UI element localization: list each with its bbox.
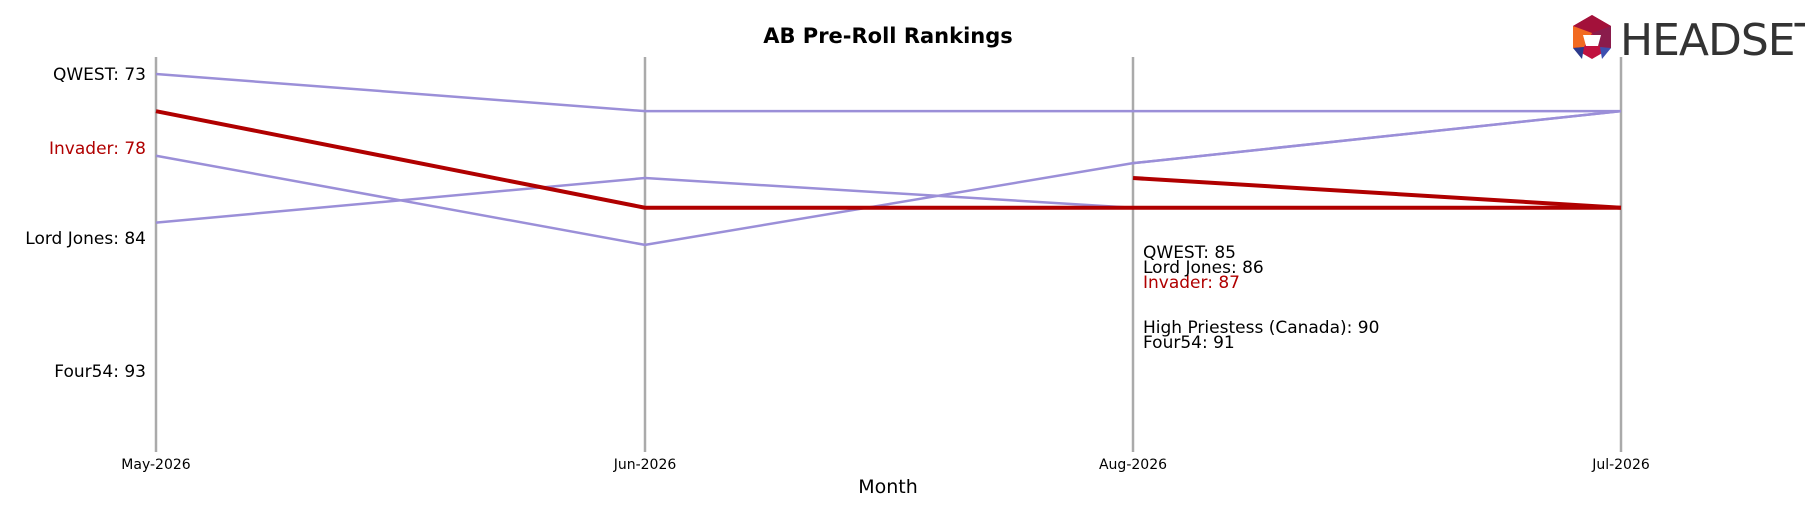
series-line-invader bbox=[155, 109, 1621, 210]
series-lines bbox=[155, 72, 1622, 247]
end-label: QWEST: 85 bbox=[1143, 243, 1236, 263]
series-line-lord-jones bbox=[155, 109, 1622, 247]
series-line-qwest-tail- bbox=[1132, 109, 1622, 165]
start-label: Four54: 93 bbox=[54, 362, 146, 382]
end-label: Lord Jones: 86 bbox=[1143, 258, 1264, 278]
series-line-qwest bbox=[155, 72, 1621, 113]
series-labels: QWEST: 73 QWEST: 85 Invader: 78 Invader: 87… bbox=[25, 65, 1379, 382]
x-tick-label: May-2026 bbox=[121, 457, 190, 473]
x-tick-label: Aug-2026 bbox=[1099, 457, 1167, 473]
headset-logo: HEADSET bbox=[1573, 15, 1805, 66]
end-label: High Priestess (Canada): 90 bbox=[1143, 318, 1379, 338]
series-line-invader-tail- bbox=[1132, 176, 1622, 210]
month-gridlines bbox=[154, 57, 1623, 452]
end-label: Invader: 87 bbox=[1143, 273, 1240, 293]
x-axis-ticks: May-2026 Jun-2026 Aug-2026 Jul-2026 bbox=[121, 457, 1650, 473]
end-label: Four54: 91 bbox=[1143, 333, 1235, 353]
start-label: Invader: 78 bbox=[49, 139, 146, 159]
headset-logo-icon bbox=[1573, 15, 1611, 59]
chart-title: AB Pre-Roll Rankings bbox=[763, 24, 1013, 48]
start-label: QWEST: 73 bbox=[53, 65, 146, 85]
x-axis-label: Month bbox=[858, 476, 918, 498]
x-tick-label: Jul-2026 bbox=[1591, 457, 1650, 473]
start-label: Lord Jones: 84 bbox=[25, 229, 146, 249]
x-tick-label: Jun-2026 bbox=[613, 457, 677, 473]
series-line-four54 bbox=[155, 176, 1621, 224]
headset-logo-text: HEADSET bbox=[1620, 15, 1805, 66]
